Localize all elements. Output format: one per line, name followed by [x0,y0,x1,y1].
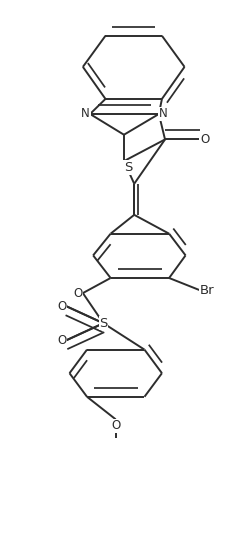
Text: O: O [111,420,120,433]
Text: O: O [57,300,67,313]
Text: Br: Br [200,284,215,297]
Text: S: S [99,317,108,330]
Text: O: O [57,334,67,346]
Text: O: O [200,133,209,146]
Text: N: N [159,108,168,121]
Text: S: S [124,161,132,174]
Text: O: O [74,287,83,300]
Text: N: N [81,108,90,121]
